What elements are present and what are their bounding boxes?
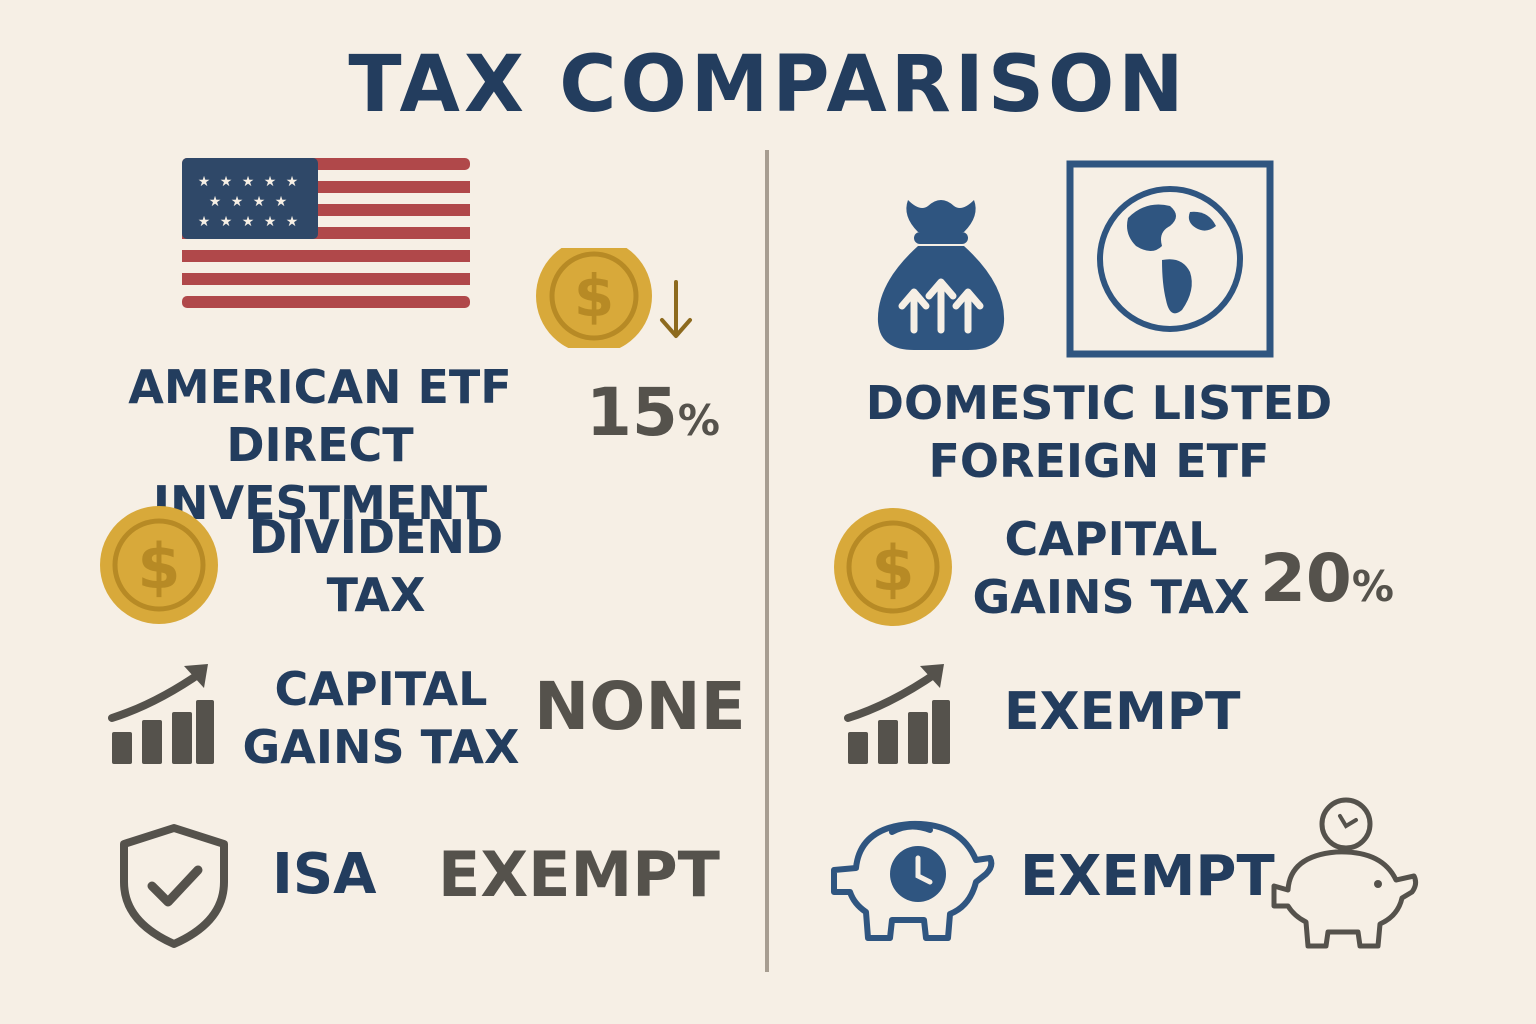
growth-chart-icon xyxy=(106,660,218,766)
left-rate-value: 15 xyxy=(586,374,678,451)
dividend-line1: DIVIDEND xyxy=(248,510,504,564)
dividend-line2: TAX xyxy=(326,568,426,622)
isa-label: ISA xyxy=(272,842,377,907)
svg-text:★: ★ xyxy=(220,214,233,230)
right-rate-unit: % xyxy=(1351,562,1394,611)
left-cgt-line1: CAPITAL xyxy=(274,662,488,716)
left-cgt-label: CAPITAL GAINS TAX xyxy=(236,660,526,776)
right-rate-value: 20 xyxy=(1260,540,1352,617)
svg-text:$: $ xyxy=(871,532,914,605)
svg-text:★: ★ xyxy=(286,174,299,190)
right-heading: DOMESTIC LISTED FOREIGN ETF xyxy=(822,374,1376,490)
dividend-tax-label: DIVIDEND TAX xyxy=(226,508,526,624)
right-cgt-label: CAPITAL GAINS TAX xyxy=(966,510,1256,626)
left-cgt-line2: GAINS TAX xyxy=(242,720,520,774)
us-flag-icon: ★ ★ ★ ★ ★ ★ ★ ★ ★ ★ ★ ★ ★ ★ xyxy=(182,158,470,308)
coin-down-arrow-icon: $ xyxy=(532,248,702,348)
left-rate-unit: % xyxy=(677,396,720,445)
svg-text:★: ★ xyxy=(242,174,255,190)
right-heading-line1: DOMESTIC LISTED xyxy=(865,376,1333,430)
piggy-bank-coin-icon xyxy=(1266,794,1426,950)
svg-text:★: ★ xyxy=(209,194,222,210)
left-rate: 15% xyxy=(586,374,720,451)
left-isa-value: EXEMPT xyxy=(438,838,720,911)
svg-text:★: ★ xyxy=(198,174,211,190)
svg-text:★: ★ xyxy=(253,194,266,210)
svg-text:★: ★ xyxy=(220,174,233,190)
left-cgt-value: NONE xyxy=(534,668,746,745)
left-heading: AMERICAN ETF DIRECT INVESTMENT xyxy=(60,358,580,532)
shield-check-icon xyxy=(112,822,236,950)
coin-icon: $ xyxy=(832,506,954,628)
left-heading-line2: DIRECT INVESTMENT xyxy=(152,418,488,530)
svg-text:★: ★ xyxy=(264,214,277,230)
left-heading-line1: AMERICAN ETF xyxy=(128,360,512,414)
svg-text:★: ★ xyxy=(264,174,277,190)
money-bag-icon xyxy=(868,192,1014,354)
svg-text:★: ★ xyxy=(286,214,299,230)
coin-icon: $ xyxy=(98,504,220,626)
right-rate: 20% xyxy=(1260,540,1394,617)
svg-text:$: $ xyxy=(574,262,614,330)
growth-chart-icon xyxy=(842,660,954,766)
globe-icon xyxy=(1066,160,1274,358)
right-savings-value: EXEMPT xyxy=(1020,844,1275,909)
right-cgt-line1: CAPITAL xyxy=(1004,512,1218,566)
svg-text:★: ★ xyxy=(231,194,244,210)
column-divider xyxy=(765,150,769,972)
right-cgt-line2: GAINS TAX xyxy=(972,570,1250,624)
svg-text:$: $ xyxy=(137,530,180,603)
piggy-bank-clock-icon xyxy=(826,808,998,944)
svg-text:★: ★ xyxy=(275,194,288,210)
page-title: TAX COMPARISON xyxy=(348,40,1188,130)
svg-text:★: ★ xyxy=(242,214,255,230)
right-growth-value: EXEMPT xyxy=(1004,682,1241,742)
right-heading-line2: FOREIGN ETF xyxy=(928,434,1270,488)
svg-text:★: ★ xyxy=(198,214,211,230)
